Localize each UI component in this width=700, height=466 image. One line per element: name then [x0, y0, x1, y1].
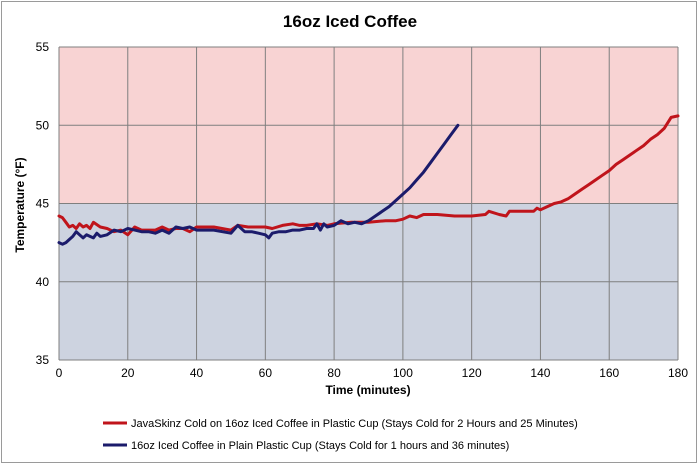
x-tick-label: 100: [393, 366, 413, 380]
axes: 0 20 40 60 80 100 120 140 160 180 35 40 45 50 55: [36, 40, 689, 380]
x-tick-label: 0: [56, 366, 63, 380]
x-tick-label: 80: [327, 366, 341, 380]
legend-label-1: JavaSkinz Cold on 16oz Iced Coffee in Pl…: [131, 418, 578, 430]
y-axis-title: Temperature (°F): [13, 157, 27, 252]
x-tick-label: 20: [121, 366, 135, 380]
y-tick-label: 55: [36, 40, 50, 54]
x-axis-title: Time (minutes): [325, 383, 410, 397]
x-tick-label: 120: [462, 366, 482, 380]
x-tick-label: 140: [530, 366, 550, 380]
series-line-2: [57, 123, 460, 246]
legend: JavaSkinz Cold on 16oz Iced Coffee in Pl…: [103, 418, 578, 452]
legend-label-2: 16oz Iced Coffee in Plain Plastic Cup (S…: [131, 440, 509, 452]
chart-title: 16oz Iced Coffee: [283, 12, 417, 31]
y-tick-label: 50: [36, 118, 50, 132]
series-lines: [57, 114, 680, 246]
y-tick-label: 35: [36, 353, 50, 367]
x-tick-label: 40: [190, 366, 204, 380]
x-tick-label: 60: [259, 366, 273, 380]
y-tick-label: 45: [36, 197, 50, 211]
x-tick-label: 160: [599, 366, 619, 380]
y-tick-label: 40: [36, 275, 50, 289]
x-tick-label: 180: [668, 366, 688, 380]
